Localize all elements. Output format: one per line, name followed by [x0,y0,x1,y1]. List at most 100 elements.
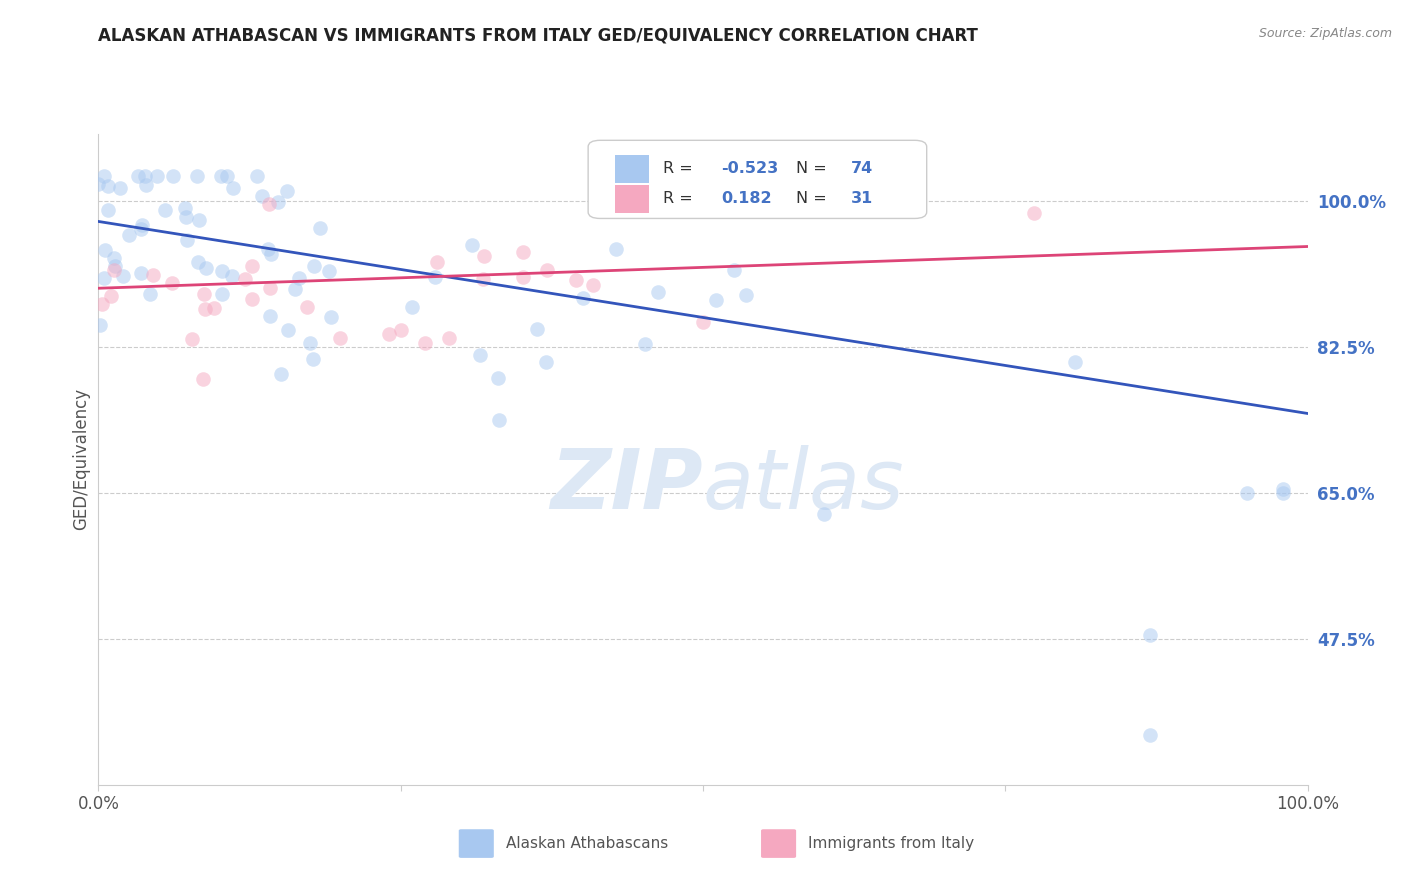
Point [87,177,110,191]
Point [735,288,758,302]
Point [139,287,162,301]
Point [692,315,714,329]
Point [377,327,399,342]
Point [634,336,657,351]
Point [723,262,745,277]
Text: Alaskan Athabascans: Alaskan Athabascans [506,836,668,851]
Text: 0.182: 0.182 [721,192,772,206]
Point [181,332,204,346]
Point [425,269,447,284]
Point [100,289,122,303]
FancyBboxPatch shape [614,186,648,212]
Point [256,242,278,256]
Point [186,169,208,183]
FancyBboxPatch shape [588,140,927,219]
Text: R =: R = [664,161,697,177]
Text: N =: N = [796,192,832,206]
Point [176,211,198,225]
Point [146,169,169,183]
Point [301,351,323,366]
Point [111,268,134,283]
Text: atlas: atlas [703,445,904,526]
Point [162,169,184,183]
Point [318,264,340,278]
Point [153,202,176,217]
Text: 74: 74 [851,161,873,177]
Point [486,370,509,384]
Point [270,368,292,382]
Point [1272,482,1295,496]
FancyBboxPatch shape [614,155,648,183]
Point [1024,206,1046,220]
Point [512,270,534,285]
Point [211,264,233,278]
Point [470,348,492,362]
Point [221,268,243,283]
FancyBboxPatch shape [458,830,494,858]
Point [1064,354,1087,368]
Point [97,179,120,194]
Point [605,242,627,256]
Point [118,227,141,242]
Point [471,272,494,286]
Point [135,178,157,192]
Text: Immigrants from Italy: Immigrants from Italy [808,836,974,851]
Text: 31: 31 [851,192,873,206]
Point [704,293,727,308]
Point [426,255,449,269]
Point [246,169,269,183]
Point [288,271,311,285]
Point [536,263,558,277]
Point [309,220,332,235]
Point [187,254,209,268]
Point [240,292,263,306]
Point [194,260,217,275]
Point [211,287,233,301]
Point [1139,728,1161,742]
Point [176,233,198,247]
Point [319,310,342,324]
Point [252,188,274,202]
Point [104,260,127,274]
Point [572,291,595,305]
Point [108,180,131,194]
Point [193,287,215,301]
Point [260,247,283,261]
Point [97,202,120,217]
Point [93,271,115,285]
Point [129,266,152,280]
Y-axis label: GED/Equivalency: GED/Equivalency [72,388,90,531]
Point [259,310,281,324]
Point [284,282,307,296]
Point [160,276,183,290]
Point [141,268,163,283]
Point [202,301,225,315]
Point [221,181,243,195]
Point [472,248,495,262]
Text: -0.523: -0.523 [721,161,779,177]
Point [209,169,232,183]
Point [1272,485,1295,500]
Point [93,169,115,183]
Point [193,372,215,386]
Point [413,335,436,350]
Point [297,300,319,314]
Point [103,263,125,277]
Point [298,335,321,350]
Point [582,278,605,293]
Point [329,331,352,345]
Point [257,196,280,211]
Point [173,201,195,215]
Point [461,238,484,252]
Point [103,252,125,266]
Point [240,259,263,273]
Point [437,331,460,345]
Text: N =: N = [796,161,832,177]
Text: ZIP: ZIP [550,445,703,526]
Point [267,195,290,210]
Point [565,273,588,287]
Point [488,413,510,427]
Point [276,185,298,199]
Point [188,212,211,227]
Point [91,297,114,311]
